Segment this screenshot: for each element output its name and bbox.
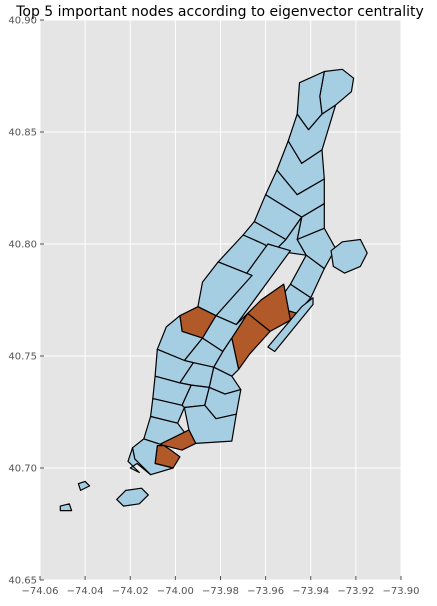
y-tick-label: 40.75 <box>8 352 37 363</box>
zone-randalls-island <box>330 238 368 274</box>
chart-title: Top 5 important nodes according to eigen… <box>15 4 424 20</box>
x-tick-label: −74.00 <box>157 586 194 597</box>
x-tick-label: −73.94 <box>292 586 329 597</box>
x-tick-label: −74.06 <box>21 586 58 597</box>
zone-upper-east-side-s <box>247 283 291 332</box>
y-tick-label: 40.65 <box>8 576 37 587</box>
y-tick-label: 40.80 <box>8 240 37 251</box>
regions <box>59 68 368 512</box>
y-tick-label: 40.70 <box>8 464 37 475</box>
y-axis: 40.65 40.70 40.75 40.80 40.85 40.90 <box>8 16 44 587</box>
y-tick-label: 40.85 <box>8 128 37 139</box>
zone-roosevelt-island <box>267 297 314 353</box>
x-tick-label: −73.90 <box>382 586 419 597</box>
zone-ellis-island <box>59 503 73 512</box>
x-axis: −74.06 −74.04 −74.02 −74.00 −73.98 −73.96 −73.… <box>21 576 420 597</box>
x-tick-label: −73.96 <box>247 586 284 597</box>
x-tick-label: −73.92 <box>337 586 374 597</box>
zone-soho <box>150 398 185 424</box>
x-tick-label: −74.04 <box>67 586 104 597</box>
zone-governors-island <box>116 487 149 507</box>
x-tick-label: −74.02 <box>112 586 149 597</box>
zone-lower-east-side <box>183 404 237 444</box>
zone-liberty-island <box>77 480 91 491</box>
y-tick-label: 40.90 <box>8 16 37 27</box>
zone-battery <box>127 447 152 476</box>
x-tick-label: −73.98 <box>202 586 239 597</box>
zone-east-harlem-n <box>296 227 337 270</box>
